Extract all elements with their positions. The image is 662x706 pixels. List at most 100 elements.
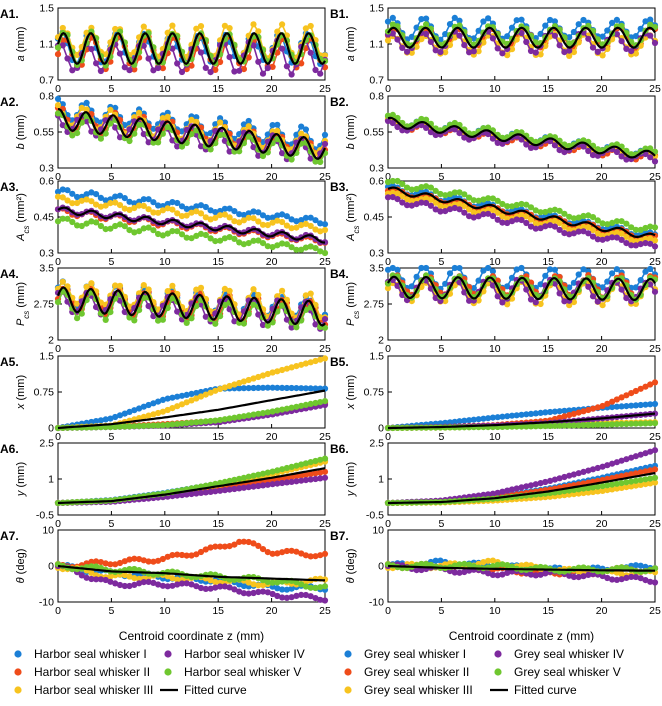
x-tick-label: 0 — [55, 343, 61, 355]
data-point — [54, 193, 62, 200]
data-point — [283, 222, 290, 229]
data-point — [302, 471, 309, 478]
data-point — [307, 49, 314, 56]
data-point — [169, 575, 176, 582]
data-point — [88, 563, 95, 570]
data-point — [159, 555, 166, 563]
data-point — [240, 590, 247, 597]
legend-item-fit: Fitted curve — [490, 683, 577, 697]
x-tick-label: 25 — [649, 343, 661, 355]
data-point — [470, 48, 477, 55]
data-point — [494, 45, 501, 52]
data-point — [599, 33, 606, 40]
data-point — [298, 385, 305, 392]
data-point — [302, 360, 309, 367]
data-point — [570, 28, 578, 36]
data-point — [64, 55, 71, 62]
data-point — [226, 205, 233, 212]
data-point — [193, 118, 200, 125]
x-tick-label: 15 — [212, 605, 224, 617]
x-tick-label: 0 — [385, 431, 391, 443]
data-point — [394, 36, 401, 43]
data-point — [259, 384, 267, 391]
y-tick-label: -0.5 — [366, 510, 384, 522]
x-tick-label: 0 — [385, 605, 391, 617]
y-tick-label: 0.45 — [34, 212, 55, 224]
data-point — [312, 357, 319, 365]
data-point — [193, 286, 200, 293]
legend-item-I: Grey seal whisker I — [344, 647, 466, 661]
x-tick-label: 15 — [212, 171, 224, 183]
data-point — [164, 113, 171, 120]
data-point — [155, 409, 162, 417]
data-point — [307, 385, 314, 392]
data-point — [69, 132, 76, 139]
y-axis-label: x (mm) — [15, 375, 27, 410]
data-point — [83, 574, 90, 581]
data-point — [221, 119, 228, 126]
data-point — [116, 50, 124, 57]
data-point — [298, 60, 305, 67]
data-point — [432, 47, 439, 54]
data-point — [651, 379, 659, 386]
data-point — [174, 228, 181, 235]
data-point — [116, 134, 124, 141]
data-point — [637, 25, 644, 32]
data-point — [264, 589, 271, 596]
data-point — [279, 287, 286, 294]
data-point — [188, 390, 195, 397]
data-point — [255, 237, 262, 244]
y-tick-label: 10 — [42, 525, 54, 537]
data-point — [279, 479, 286, 487]
data-point — [321, 140, 329, 148]
data-point — [613, 148, 621, 156]
x-tick-label: 15 — [542, 431, 554, 443]
data-point — [107, 578, 114, 585]
data-point — [174, 492, 181, 499]
data-point — [288, 324, 295, 331]
x-tick-label: 5 — [438, 343, 444, 355]
data-point — [480, 18, 487, 25]
x-tick-label: 20 — [266, 431, 278, 443]
y-tick-label: 1.1 — [369, 39, 384, 51]
data-point — [283, 586, 290, 593]
data-point — [269, 408, 276, 415]
data-point — [174, 420, 181, 428]
legend-label: Harbor seal whisker IV — [184, 647, 305, 661]
data-point — [504, 33, 511, 40]
data-point — [83, 99, 90, 106]
data-point — [604, 45, 611, 53]
data-point — [74, 51, 81, 59]
data-point — [193, 583, 200, 590]
data-point — [93, 576, 100, 583]
data-point — [188, 131, 195, 138]
data-point — [585, 35, 592, 42]
data-point — [293, 548, 300, 555]
data-point — [54, 218, 62, 225]
legend-label: Grey seal whisker I — [364, 647, 466, 661]
data-point — [212, 584, 219, 591]
x-tick-label: 5 — [108, 83, 114, 95]
data-point — [245, 484, 252, 491]
data-point — [207, 207, 214, 214]
data-point — [169, 582, 176, 589]
data-point — [264, 578, 271, 586]
data-point — [312, 584, 319, 592]
data-point — [150, 422, 157, 429]
data-point — [97, 222, 104, 230]
data-point — [217, 583, 224, 590]
data-point — [283, 241, 290, 248]
data-point — [126, 423, 133, 430]
y-tick-label: 0.45 — [364, 212, 385, 224]
y-tick-label: -0.5 — [36, 510, 54, 522]
data-point — [169, 228, 176, 235]
data-point — [551, 18, 559, 25]
x-tick-label: 10 — [489, 256, 501, 268]
data-point — [183, 391, 190, 398]
data-point — [269, 369, 276, 376]
x-tick-label: 20 — [596, 343, 608, 355]
legend-label: Grey seal whisker II — [364, 665, 469, 679]
y-axis-label: Acs (mm²) — [15, 193, 31, 242]
